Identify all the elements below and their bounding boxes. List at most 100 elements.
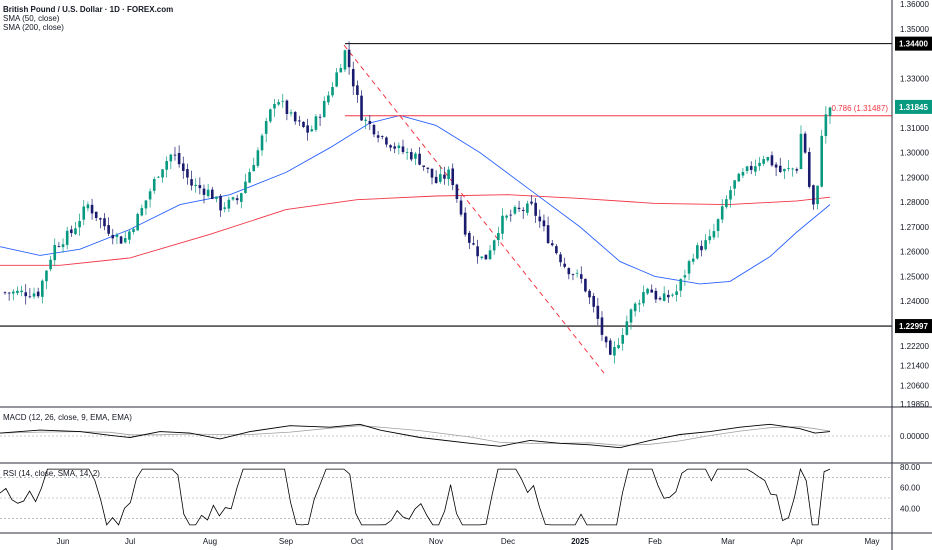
candle bbox=[812, 184, 815, 210]
candle bbox=[667, 289, 670, 303]
time-tick-label: Jul bbox=[125, 537, 135, 546]
candle bbox=[733, 180, 736, 196]
candle bbox=[828, 106, 832, 124]
symbol-title: British Pound / U.S. Dollar · 1D · FOREX… bbox=[3, 5, 174, 14]
candle bbox=[538, 209, 542, 228]
candle bbox=[505, 214, 508, 221]
candle bbox=[240, 192, 243, 209]
candle bbox=[360, 90, 363, 121]
candle bbox=[405, 148, 409, 160]
price-tick-label: 1.30000 bbox=[900, 149, 929, 158]
candle bbox=[70, 225, 73, 237]
candle bbox=[725, 195, 728, 209]
candle bbox=[803, 131, 807, 154]
candle bbox=[343, 49, 347, 73]
candle bbox=[327, 91, 330, 105]
candle bbox=[269, 108, 272, 124]
candle bbox=[356, 80, 359, 103]
candle bbox=[219, 193, 222, 217]
candle bbox=[704, 234, 707, 251]
candle bbox=[157, 176, 160, 179]
candle bbox=[41, 279, 44, 304]
candle bbox=[571, 273, 575, 281]
candle bbox=[451, 163, 455, 191]
candle bbox=[526, 200, 529, 216]
candle bbox=[559, 251, 562, 267]
candle bbox=[314, 114, 318, 132]
candle bbox=[646, 287, 649, 296]
candle bbox=[11, 289, 15, 301]
candle bbox=[111, 228, 115, 245]
candle bbox=[409, 148, 413, 162]
candle bbox=[202, 184, 206, 204]
macd-signal-line bbox=[0, 425, 831, 446]
candle bbox=[650, 284, 654, 293]
rsi-pane[interactable] bbox=[0, 467, 892, 526]
candle bbox=[795, 167, 799, 174]
price-pane[interactable]: 0.786 (1.31487) bbox=[0, 41, 892, 374]
candle bbox=[223, 202, 227, 213]
candle bbox=[675, 284, 678, 302]
candle bbox=[161, 169, 164, 183]
candle bbox=[235, 194, 239, 205]
time-tick-label: Nov bbox=[429, 537, 443, 546]
price-tick-label: 1.29000 bbox=[900, 173, 929, 182]
candle bbox=[194, 178, 198, 193]
price-tick-label: 1.27000 bbox=[900, 223, 929, 232]
candle bbox=[289, 109, 293, 117]
candle bbox=[103, 213, 106, 231]
candle bbox=[472, 235, 475, 246]
trendline[interactable] bbox=[343, 44, 605, 374]
candle bbox=[351, 61, 355, 95]
time-tick-label: Dec bbox=[501, 537, 515, 546]
candle bbox=[671, 293, 674, 298]
time-tick-label: Sep bbox=[279, 537, 294, 546]
candle bbox=[306, 118, 309, 141]
candle bbox=[463, 207, 467, 237]
candle bbox=[729, 186, 732, 208]
candle bbox=[708, 229, 712, 244]
macd-pane[interactable] bbox=[0, 423, 892, 449]
candle bbox=[273, 98, 276, 117]
candle bbox=[198, 177, 202, 195]
time-tick-label: 2025 bbox=[571, 537, 589, 546]
candle bbox=[654, 287, 658, 303]
candle bbox=[244, 173, 247, 194]
candle bbox=[285, 99, 289, 121]
candle bbox=[422, 165, 426, 171]
candle bbox=[720, 199, 724, 224]
candle bbox=[426, 167, 430, 174]
candle bbox=[215, 196, 218, 203]
candle bbox=[90, 198, 94, 220]
candle bbox=[181, 156, 185, 179]
candle bbox=[385, 136, 388, 148]
price-tick-label: 1.28000 bbox=[900, 198, 929, 207]
candle bbox=[430, 168, 434, 185]
candle bbox=[550, 239, 554, 247]
candle bbox=[169, 153, 173, 170]
chart-legend: British Pound / U.S. Dollar · 1D · FOREX… bbox=[3, 5, 173, 32]
candle bbox=[293, 111, 297, 125]
price-tick-label: 1.20600 bbox=[900, 381, 929, 390]
candle bbox=[754, 159, 757, 176]
candle bbox=[380, 135, 384, 140]
price-tick-label: 1.33000 bbox=[900, 74, 929, 83]
candle bbox=[318, 113, 322, 127]
candle bbox=[579, 266, 583, 284]
candle bbox=[128, 229, 131, 244]
candle bbox=[749, 161, 753, 175]
candle bbox=[700, 240, 703, 257]
fib-level-label: 0.786 (1.31487) bbox=[832, 104, 889, 113]
candle bbox=[206, 183, 210, 198]
candle bbox=[3, 291, 7, 295]
sma200-legend: SMA (200, close) bbox=[3, 23, 64, 32]
rsi-tick-label: 60.00 bbox=[900, 484, 921, 493]
candle bbox=[683, 269, 687, 286]
candle bbox=[82, 200, 86, 226]
candle bbox=[376, 130, 380, 143]
rsi-line bbox=[0, 467, 831, 526]
candle bbox=[165, 156, 168, 178]
time-tick-label: May bbox=[864, 537, 879, 546]
